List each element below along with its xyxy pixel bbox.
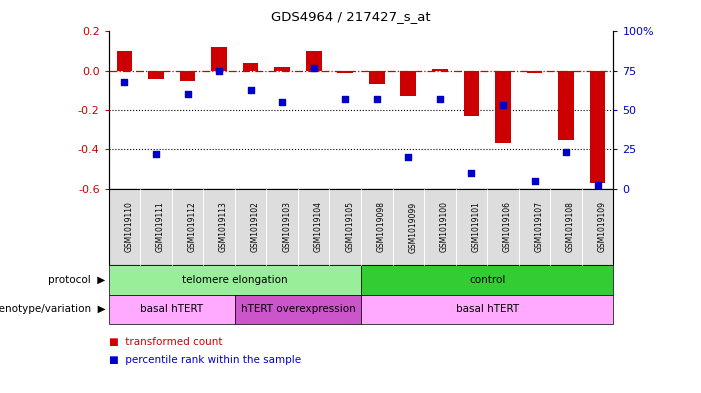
Bar: [306, 51, 322, 71]
Text: basal hTERT: basal hTERT: [456, 305, 519, 314]
Point: [214, 68, 225, 74]
Bar: [590, 71, 606, 183]
Point: [372, 96, 383, 102]
Text: GSM1019102: GSM1019102: [251, 202, 259, 252]
Text: GSM1019105: GSM1019105: [346, 202, 354, 252]
Bar: [369, 71, 385, 84]
Point: [529, 178, 540, 184]
Bar: [337, 71, 353, 73]
Bar: [179, 71, 196, 81]
Text: GSM1019099: GSM1019099: [408, 201, 417, 253]
Text: GSM1019100: GSM1019100: [440, 202, 449, 252]
Text: protocol  ▶: protocol ▶: [48, 275, 105, 285]
Point: [435, 96, 446, 102]
Text: control: control: [469, 275, 505, 285]
Text: telomere elongation: telomere elongation: [182, 275, 287, 285]
Bar: [243, 63, 259, 71]
Text: GSM1019112: GSM1019112: [188, 202, 196, 252]
Text: GSM1019106: GSM1019106: [503, 202, 512, 252]
Bar: [495, 71, 511, 143]
Text: GSM1019101: GSM1019101: [471, 202, 480, 252]
Text: GDS4964 / 217427_s_at: GDS4964 / 217427_s_at: [271, 10, 430, 23]
Text: GSM1019098: GSM1019098: [377, 202, 386, 252]
Point: [119, 79, 130, 85]
Text: hTERT overexpression: hTERT overexpression: [240, 305, 355, 314]
Text: GSM1019110: GSM1019110: [125, 202, 133, 252]
Point: [403, 154, 414, 160]
Text: ■  transformed count: ■ transformed count: [109, 337, 222, 347]
Text: GSM1019104: GSM1019104: [314, 202, 322, 252]
Point: [277, 99, 288, 105]
Text: GSM1019108: GSM1019108: [566, 202, 575, 252]
Bar: [463, 71, 479, 116]
Text: ■  percentile rank within the sample: ■ percentile rank within the sample: [109, 354, 301, 365]
Point: [466, 170, 477, 176]
Text: genotype/variation  ▶: genotype/variation ▶: [0, 305, 105, 314]
Bar: [526, 71, 543, 73]
Point: [340, 96, 351, 102]
Text: GSM1019103: GSM1019103: [283, 202, 291, 252]
Bar: [116, 51, 132, 71]
Bar: [432, 69, 448, 71]
Bar: [400, 71, 416, 96]
Text: GSM1019109: GSM1019109: [597, 202, 606, 252]
Bar: [558, 71, 574, 140]
Bar: [274, 67, 290, 71]
Text: GSM1019107: GSM1019107: [534, 202, 543, 252]
Point: [498, 102, 509, 108]
Text: GSM1019111: GSM1019111: [156, 202, 165, 252]
Point: [245, 86, 257, 93]
Point: [151, 151, 162, 157]
Point: [182, 91, 193, 97]
Text: basal hTERT: basal hTERT: [140, 305, 203, 314]
Text: GSM1019113: GSM1019113: [219, 202, 228, 252]
Point: [308, 64, 320, 71]
Bar: [148, 71, 164, 79]
Point: [592, 182, 604, 189]
Point: [561, 149, 572, 156]
Bar: [211, 47, 227, 71]
